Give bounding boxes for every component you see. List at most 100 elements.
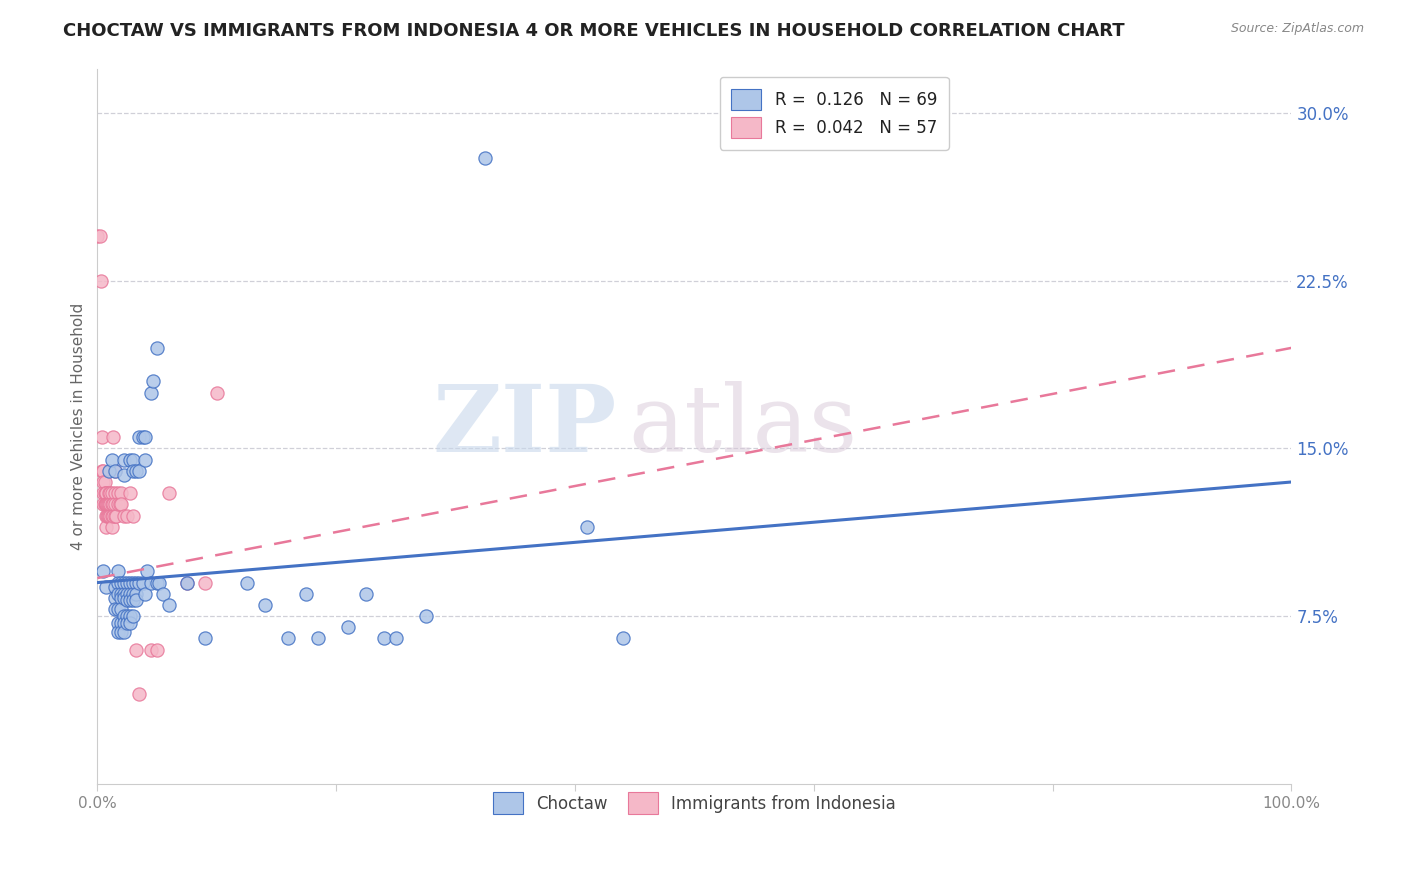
Point: [94, 508, 117, 523]
Point: [128, 430, 150, 444]
Point: [91, 430, 114, 444]
Point: [139, 575, 162, 590]
Point: [91, 464, 114, 478]
Point: [112, 587, 135, 601]
Point: [474, 151, 496, 165]
Point: [612, 632, 634, 646]
Point: [89, 229, 111, 244]
Point: [94, 486, 117, 500]
Point: [112, 575, 135, 590]
Point: [194, 575, 217, 590]
Y-axis label: 4 or more Vehicles in Household: 4 or more Vehicles in Household: [72, 302, 86, 549]
Point: [157, 598, 180, 612]
Point: [107, 565, 129, 579]
Point: [115, 609, 138, 624]
Point: [575, 519, 598, 533]
Point: [157, 486, 180, 500]
Point: [107, 486, 129, 500]
Point: [104, 580, 127, 594]
Point: [122, 508, 145, 523]
Point: [373, 632, 395, 646]
Point: [146, 341, 169, 355]
Point: [118, 593, 141, 607]
Point: [86, 229, 108, 244]
Point: [104, 464, 127, 478]
Point: [101, 497, 124, 511]
Point: [105, 508, 128, 523]
Point: [104, 464, 127, 478]
Point: [124, 642, 146, 657]
Point: [115, 593, 138, 607]
Point: [98, 508, 121, 523]
Point: [112, 452, 135, 467]
Point: [118, 452, 141, 467]
Text: atlas: atlas: [628, 381, 858, 471]
Text: ZIP: ZIP: [433, 381, 617, 471]
Point: [91, 497, 114, 511]
Point: [115, 575, 138, 590]
Point: [110, 602, 132, 616]
Point: [110, 497, 132, 511]
Point: [100, 497, 122, 511]
Point: [107, 615, 129, 630]
Text: Source: ZipAtlas.com: Source: ZipAtlas.com: [1230, 22, 1364, 36]
Point: [176, 575, 198, 590]
Point: [93, 475, 115, 489]
Point: [97, 497, 120, 511]
Point: [337, 620, 360, 634]
Point: [122, 609, 145, 624]
Point: [112, 624, 135, 639]
Point: [112, 591, 135, 606]
Point: [122, 575, 145, 590]
Point: [146, 575, 169, 590]
Point: [112, 609, 135, 624]
Point: [110, 587, 132, 601]
Point: [134, 452, 156, 467]
Point: [128, 575, 150, 590]
Point: [112, 615, 135, 630]
Point: [104, 486, 127, 500]
Point: [112, 508, 135, 523]
Point: [253, 598, 276, 612]
Point: [96, 508, 118, 523]
Point: [101, 508, 124, 523]
Point: [94, 580, 117, 594]
Point: [307, 632, 329, 646]
Point: [122, 587, 145, 601]
Point: [96, 497, 118, 511]
Point: [118, 609, 141, 624]
Point: [110, 575, 132, 590]
Point: [104, 497, 127, 511]
Point: [100, 519, 122, 533]
Point: [415, 609, 437, 624]
Point: [100, 508, 122, 523]
Point: [104, 591, 127, 606]
Point: [132, 575, 155, 590]
Point: [194, 632, 217, 646]
Point: [354, 587, 377, 601]
Point: [98, 486, 121, 500]
Point: [148, 575, 170, 590]
Point: [94, 486, 117, 500]
Point: [152, 587, 174, 601]
Point: [94, 497, 117, 511]
Point: [110, 486, 132, 500]
Point: [112, 468, 135, 483]
Point: [134, 587, 156, 601]
Point: [101, 430, 124, 444]
Point: [110, 615, 132, 630]
Point: [136, 565, 159, 579]
Point: [385, 632, 408, 646]
Point: [100, 452, 122, 467]
Text: CHOCTAW VS IMMIGRANTS FROM INDONESIA 4 OR MORE VEHICLES IN HOUSEHOLD CORRELATION: CHOCTAW VS IMMIGRANTS FROM INDONESIA 4 O…: [63, 22, 1125, 40]
Point: [146, 642, 169, 657]
Point: [107, 575, 129, 590]
Point: [115, 508, 138, 523]
Point: [107, 497, 129, 511]
Point: [132, 430, 155, 444]
Point: [134, 430, 156, 444]
Point: [139, 642, 162, 657]
Point: [98, 497, 121, 511]
Point: [122, 593, 145, 607]
Point: [100, 497, 122, 511]
